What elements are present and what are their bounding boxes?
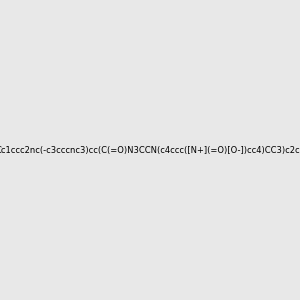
Text: Cc1ccc2nc(-c3cccnc3)cc(C(=O)N3CCN(c4ccc([N+](=O)[O-])cc4)CC3)c2c1: Cc1ccc2nc(-c3cccnc3)cc(C(=O)N3CCN(c4ccc(… xyxy=(0,146,300,154)
